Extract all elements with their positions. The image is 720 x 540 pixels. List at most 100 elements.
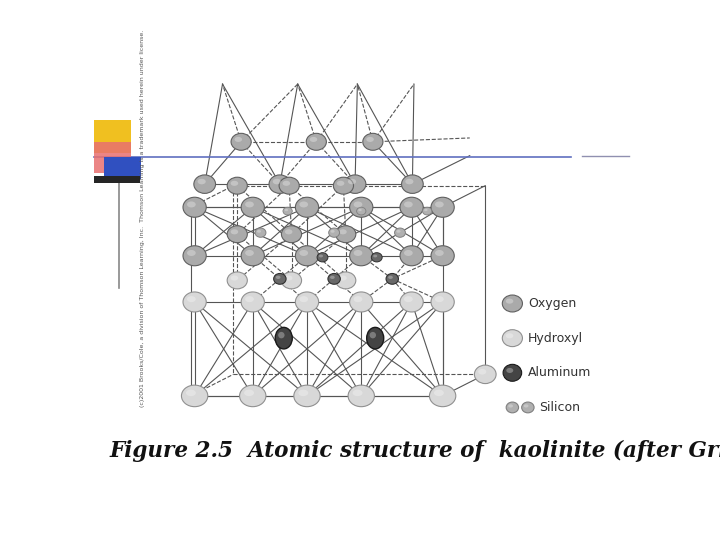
Ellipse shape [241,292,264,312]
Ellipse shape [350,197,373,217]
Text: Hydroxyl: Hydroxyl [528,332,583,345]
Ellipse shape [506,368,513,373]
Ellipse shape [397,230,400,233]
Ellipse shape [231,133,251,150]
Ellipse shape [354,296,362,302]
Ellipse shape [503,364,522,381]
Ellipse shape [354,201,362,207]
Ellipse shape [503,295,523,312]
Ellipse shape [241,246,264,266]
Ellipse shape [431,246,454,266]
Ellipse shape [300,250,308,256]
Ellipse shape [181,385,208,407]
Ellipse shape [506,402,518,413]
Ellipse shape [348,385,374,407]
Ellipse shape [294,385,320,407]
Ellipse shape [245,296,254,302]
Ellipse shape [186,390,196,396]
Ellipse shape [295,292,319,312]
Ellipse shape [257,230,261,233]
Ellipse shape [283,207,292,215]
Ellipse shape [298,390,308,396]
Bar [104,157,141,179]
Ellipse shape [306,133,326,150]
Ellipse shape [278,332,284,339]
Ellipse shape [183,292,206,312]
Ellipse shape [424,209,428,211]
Ellipse shape [282,226,302,242]
Ellipse shape [319,255,323,258]
Ellipse shape [478,369,486,375]
Ellipse shape [348,179,356,184]
Ellipse shape [423,207,432,215]
Ellipse shape [228,272,248,289]
Ellipse shape [284,209,288,211]
Bar [94,120,131,153]
Ellipse shape [240,385,266,407]
Ellipse shape [474,365,496,383]
Ellipse shape [285,275,292,281]
Ellipse shape [336,226,356,242]
Ellipse shape [244,390,254,396]
Ellipse shape [279,177,300,194]
Ellipse shape [245,201,254,207]
Ellipse shape [431,292,454,312]
Ellipse shape [183,246,206,266]
Ellipse shape [372,253,382,262]
Ellipse shape [339,275,347,281]
Ellipse shape [400,246,423,266]
Ellipse shape [350,292,373,312]
Ellipse shape [400,292,423,312]
Ellipse shape [230,181,238,186]
Ellipse shape [333,177,354,194]
Ellipse shape [429,385,456,407]
Ellipse shape [228,226,248,242]
Ellipse shape [366,327,384,349]
Ellipse shape [330,230,335,233]
Ellipse shape [282,272,302,289]
Ellipse shape [187,250,196,256]
Ellipse shape [363,133,383,150]
Ellipse shape [337,181,344,186]
Ellipse shape [275,327,292,349]
Ellipse shape [273,179,281,184]
Ellipse shape [373,255,377,258]
Ellipse shape [330,276,335,279]
Ellipse shape [508,404,513,408]
Ellipse shape [404,250,413,256]
Ellipse shape [255,228,266,237]
Ellipse shape [245,250,254,256]
Ellipse shape [285,230,292,234]
Ellipse shape [183,197,206,217]
Ellipse shape [310,137,318,142]
Ellipse shape [524,404,528,408]
Ellipse shape [269,175,291,193]
Ellipse shape [435,296,444,302]
Ellipse shape [197,179,206,184]
Ellipse shape [395,228,405,237]
Ellipse shape [295,246,319,266]
Ellipse shape [353,390,362,396]
Ellipse shape [435,250,444,256]
Ellipse shape [400,197,423,217]
Ellipse shape [282,181,290,186]
Ellipse shape [366,137,374,142]
Ellipse shape [328,273,341,284]
Ellipse shape [350,246,373,266]
Ellipse shape [317,253,328,262]
Ellipse shape [187,201,196,207]
Ellipse shape [230,275,238,281]
Text: Silicon: Silicon [539,401,580,414]
Ellipse shape [356,207,366,215]
Ellipse shape [404,296,413,302]
Ellipse shape [329,228,340,237]
Ellipse shape [369,332,376,339]
Ellipse shape [354,250,362,256]
Ellipse shape [300,201,308,207]
Ellipse shape [295,197,319,217]
Ellipse shape [235,137,242,142]
Ellipse shape [434,390,444,396]
Ellipse shape [402,175,423,193]
Ellipse shape [187,296,196,302]
Ellipse shape [522,402,534,413]
